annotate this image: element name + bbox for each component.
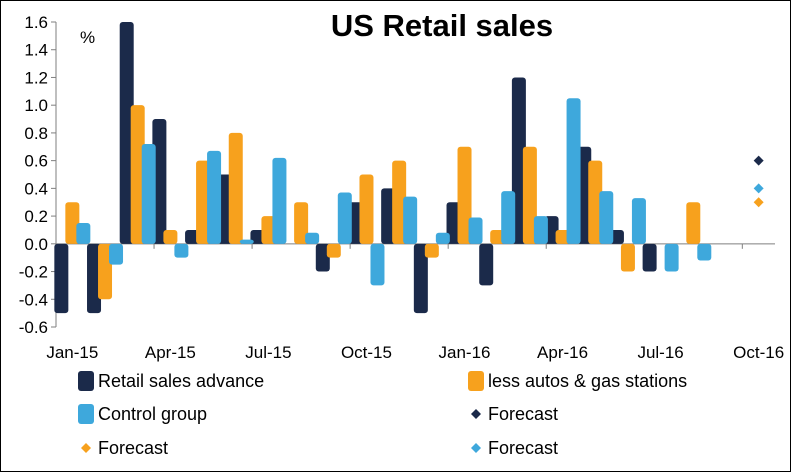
bar-0-4 (185, 229, 200, 244)
y-tick-label: 0.2 (24, 207, 48, 226)
bar-1-1 (98, 243, 113, 300)
bar-2-4 (207, 150, 222, 244)
bar-0-5 (217, 174, 232, 244)
y-tick-label: -0.6 (19, 318, 48, 337)
bar-1-17 (620, 243, 635, 272)
y-tick-label: -0.4 (19, 290, 48, 309)
bar-2-14 (533, 216, 548, 244)
unit-label: % (80, 28, 95, 47)
x-tick-label: Apr-16 (537, 343, 588, 362)
bar-2-8 (337, 192, 352, 244)
bar-2-0 (76, 223, 91, 244)
bar-0-1 (87, 243, 102, 314)
bar-1-3 (163, 229, 178, 244)
x-tick-label: Jan-15 (46, 343, 98, 362)
bar-0-13 (479, 243, 494, 286)
bar-1-19 (686, 202, 701, 244)
bar-1-4 (196, 160, 211, 244)
legend-swatch-4 (81, 443, 91, 453)
bar-1-16 (588, 160, 603, 244)
bar-1-2 (130, 105, 145, 244)
bar-2-10 (403, 196, 418, 244)
legend-label-5: Forecast (488, 438, 558, 458)
bar-2-2 (141, 144, 156, 244)
bar-2-15 (566, 98, 581, 244)
bar-1-11 (424, 243, 439, 258)
bar-0-3 (152, 119, 167, 244)
forecast-marker-2 (753, 183, 764, 194)
bar-2-17 (631, 198, 646, 244)
legend-swatch-0 (78, 371, 94, 391)
bar-0-11 (413, 243, 428, 314)
chart-title: US Retail sales (331, 8, 553, 43)
forecast-marker-0 (753, 155, 764, 166)
bar-2-7 (305, 232, 320, 244)
y-tick-label: 1.2 (24, 68, 48, 87)
bar-0-2 (119, 22, 134, 244)
x-tick-label: Apr-15 (145, 343, 196, 362)
x-tick-label: Jul-15 (245, 343, 291, 362)
x-tick-label: Jan-16 (439, 343, 491, 362)
bar-2-1 (109, 243, 124, 265)
legend-label-2: Control group (98, 404, 207, 424)
legend-label-0: Retail sales advance (98, 371, 264, 391)
bar-0-14 (511, 77, 526, 244)
bar-1-6 (261, 216, 276, 244)
bar-0-6 (250, 229, 265, 244)
bar-0-15 (544, 216, 559, 244)
bar-1-12 (457, 146, 472, 244)
x-tick-label: Jul-16 (637, 343, 683, 362)
y-tick-label: 1.6 (24, 13, 48, 32)
bar-2-9 (370, 243, 385, 286)
bar-0-9 (348, 202, 363, 244)
bar-1-9 (359, 174, 374, 244)
bar-2-12 (468, 217, 483, 244)
y-tick-label: 1.4 (24, 41, 48, 60)
bar-2-5 (239, 239, 254, 244)
bar-1-5 (228, 132, 243, 244)
legend-label-3: Forecast (488, 404, 558, 424)
x-tick-label: Oct-16 (733, 343, 784, 362)
y-tick-label: -0.2 (19, 263, 48, 282)
bar-2-13 (501, 191, 516, 244)
bar-0-8 (315, 243, 330, 272)
legend-label-4: Forecast (98, 438, 168, 458)
bar-2-19 (697, 243, 712, 261)
y-tick-label: 1.0 (24, 96, 48, 115)
bar-1-10 (392, 160, 407, 244)
bar-0-12 (446, 202, 461, 244)
legend-swatch-3 (471, 409, 481, 419)
bar-0-18 (642, 243, 657, 272)
bar-1-0 (65, 202, 80, 244)
bar-1-14 (522, 146, 537, 244)
bar-1-15 (555, 229, 570, 244)
bars (54, 22, 712, 314)
legend-label-1: less autos & gas stations (488, 371, 687, 391)
bar-1-7 (294, 202, 309, 244)
y-tick-label: 0.4 (24, 179, 48, 198)
bar-2-16 (599, 191, 614, 244)
legend-swatch-5 (471, 443, 481, 453)
y-tick-label: 0.0 (24, 235, 48, 254)
legend-swatch-1 (468, 371, 484, 391)
legend-swatch-2 (78, 404, 94, 424)
bar-2-11 (435, 232, 450, 244)
bar-0-17 (609, 229, 624, 244)
bar-1-13 (490, 229, 505, 244)
bar-0-10 (381, 188, 396, 244)
bar-2-6 (272, 157, 287, 244)
forecast-marker-1 (753, 197, 764, 208)
legend: Retail sales advance less autos & gas sta… (78, 371, 687, 458)
y-tick-label: 0.8 (24, 124, 48, 143)
y-tick-label: 0.6 (24, 152, 48, 171)
bar-1-8 (326, 243, 341, 258)
bar-0-16 (577, 146, 592, 244)
forecast-markers (753, 155, 764, 208)
x-tick-label: Oct-15 (341, 343, 392, 362)
bar-2-3 (174, 243, 189, 258)
bar-0-0 (54, 243, 69, 314)
bar-2-18 (664, 243, 679, 272)
